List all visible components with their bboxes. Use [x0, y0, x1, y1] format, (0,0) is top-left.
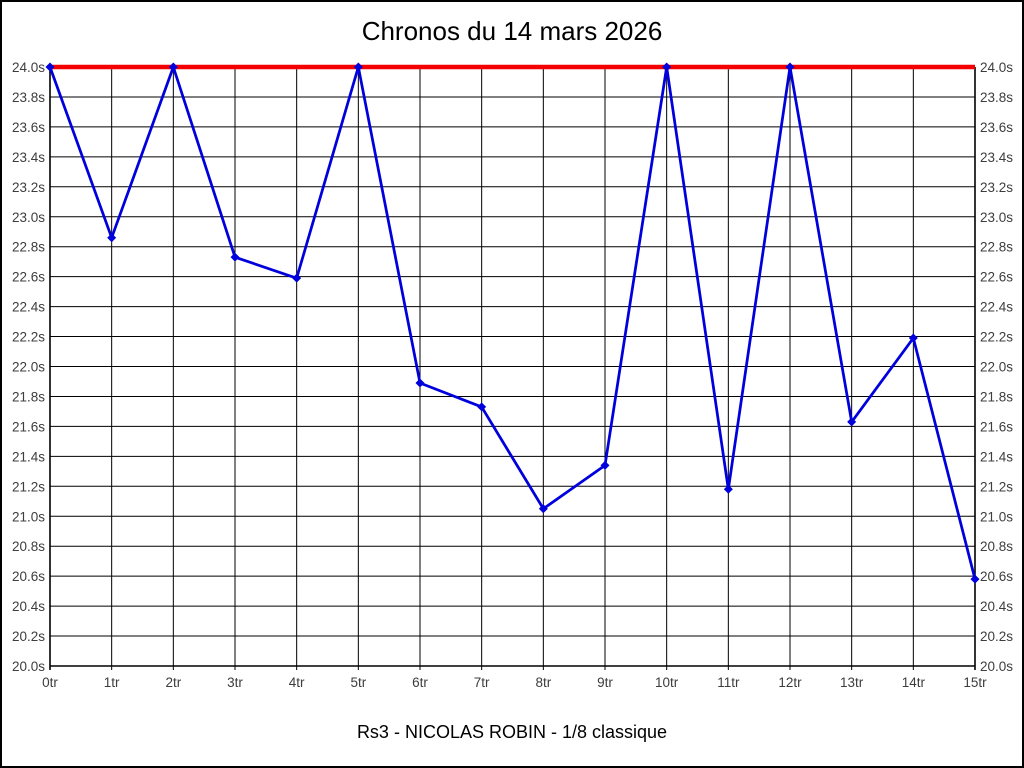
x-axis-tick-label: 2tr [165, 675, 181, 690]
y-axis-tick-label-right: 22.0s [980, 360, 1013, 375]
data-point-marker [847, 417, 857, 427]
x-axis-tick-label: 9tr [597, 675, 613, 690]
x-axis-tick-label: 11tr [717, 675, 740, 690]
y-axis-tick-label-right: 22.6s [980, 270, 1013, 285]
y-axis-tick-label-left: 22.2s [12, 330, 45, 345]
y-axis-tick-label-left: 23.4s [12, 150, 45, 165]
x-axis-tick-label: 8tr [535, 675, 551, 690]
y-axis-tick-label-right: 22.4s [980, 300, 1013, 315]
y-axis-tick-label-left: 20.6s [12, 569, 45, 584]
data-point-marker [292, 273, 302, 283]
y-axis-tick-label-right: 23.8s [980, 90, 1013, 105]
y-axis-tick-label-right: 20.6s [980, 569, 1013, 584]
x-axis-tick-label: 7tr [474, 675, 490, 690]
y-axis-tick-label-left: 21.0s [12, 509, 45, 524]
data-point-marker [785, 62, 795, 72]
y-axis-tick-label-right: 21.6s [980, 419, 1013, 434]
y-axis-tick-label-left: 20.8s [12, 539, 45, 554]
y-axis-tick-label-right: 23.6s [980, 120, 1013, 135]
y-axis-tick-label-left: 21.2s [12, 479, 45, 494]
y-axis-tick-label-left: 20.2s [12, 629, 45, 644]
y-axis-tick-label-right: 21.8s [980, 389, 1013, 404]
y-axis-tick-label-left: 24.0s [12, 60, 45, 75]
y-axis-tick-label-right: 21.4s [980, 449, 1013, 464]
data-point-marker [662, 62, 672, 72]
y-axis-tick-label-left: 21.4s [12, 449, 45, 464]
series-line [48, 65, 977, 580]
data-point-marker [45, 62, 55, 72]
y-axis-tick-label-left: 20.4s [12, 599, 45, 614]
data-point-marker [353, 62, 363, 72]
y-axis-tick-label-left: 21.6s [12, 419, 45, 434]
y-axis-tick-label-left: 22.8s [12, 240, 45, 255]
x-axis-tick-label: 3tr [227, 675, 243, 690]
x-axis-tick-label: 4tr [289, 675, 305, 690]
y-axis-tick-label-right: 20.8s [980, 539, 1013, 554]
x-axis-tick-label: 5tr [350, 675, 366, 690]
x-axis-tick-label: 10tr [655, 675, 679, 690]
y-axis-tick-label-right: 23.2s [980, 180, 1013, 195]
y-axis-tick-label-right: 22.8s [980, 240, 1013, 255]
x-axis-tick-label: 1tr [104, 675, 120, 690]
chart-caption: Rs3 - NICOLAS ROBIN - 1/8 classique [356, 722, 668, 742]
x-axis-tick-label: 15tr [963, 675, 987, 690]
y-axis-tick-label-right: 21.2s [980, 479, 1013, 494]
y-axis-tick-label-right: 20.0s [980, 659, 1013, 674]
chart-title: Chronos du 14 mars 2026 [361, 16, 663, 46]
x-axis-tick-label: 14tr [902, 675, 926, 690]
y-axis-tick-label-right: 20.4s [980, 599, 1013, 614]
x-axis-tick-label: 12tr [778, 675, 802, 690]
y-axis-tick-label-left: 22.6s [12, 270, 45, 285]
y-axis-tick-label-left: 23.6s [12, 120, 45, 135]
y-axis-tick-label-right: 24.0s [980, 60, 1013, 75]
data-point-marker [600, 460, 610, 470]
data-point-marker [723, 484, 733, 494]
data-point-marker [538, 504, 548, 514]
x-axis-tick-label: 0tr [42, 675, 58, 690]
y-axis-tick-label-right: 22.2s [980, 330, 1013, 345]
y-axis-tick-label-left: 22.0s [12, 360, 45, 375]
y-axis-tick-label-left: 22.4s [12, 300, 45, 315]
y-axis-tick-label-left: 21.8s [12, 389, 45, 404]
data-point-marker [107, 233, 117, 243]
data-point-marker [477, 402, 487, 412]
x-axis-tick-label: 6tr [412, 675, 428, 690]
y-axis-tick-label-right: 21.0s [980, 509, 1013, 524]
data-point-marker [230, 252, 240, 262]
y-axis-tick-label-left: 23.2s [12, 180, 45, 195]
data-point-marker [970, 574, 980, 584]
x-axis-tick-label: 13tr [840, 675, 864, 690]
data-point-marker [415, 378, 425, 388]
y-axis-tick-label-left: 20.0s [12, 659, 45, 674]
y-axis-tick-label-right: 23.0s [980, 210, 1013, 225]
y-axis-tick-label-right: 23.4s [980, 150, 1013, 165]
y-axis-tick-label-right: 20.2s [980, 629, 1013, 644]
data-point-marker [168, 62, 178, 72]
y-axis-tick-label-left: 23.0s [12, 210, 45, 225]
data-point-marker [908, 333, 918, 343]
y-axis-tick-label-left: 23.8s [12, 90, 45, 105]
